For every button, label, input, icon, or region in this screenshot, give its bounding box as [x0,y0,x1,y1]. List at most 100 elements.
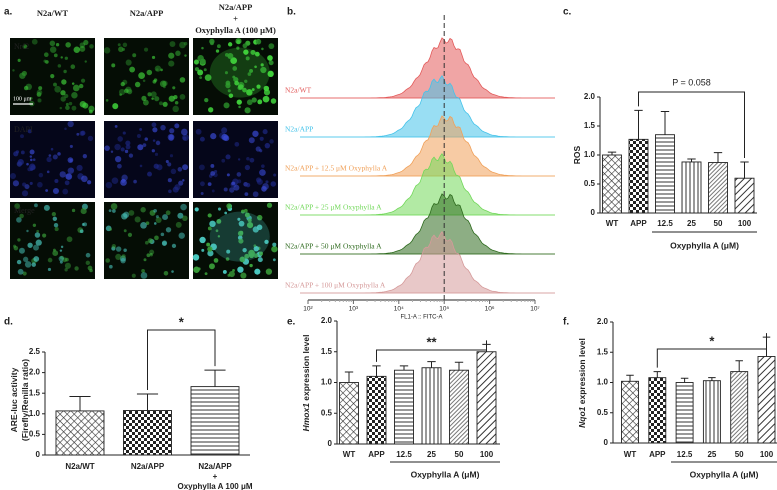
cell [139,127,143,131]
cell [71,208,76,213]
cell [162,214,169,221]
error-bar [740,161,749,179]
cell [147,238,153,244]
cell [85,252,91,258]
cell [257,257,263,263]
y-tick-label: 1.5 [321,347,333,356]
cell [272,242,277,247]
cell [54,178,59,184]
cell [119,255,127,262]
cell [121,178,126,183]
cell [111,244,117,249]
cell [111,63,116,68]
cell [200,192,204,196]
cell [46,156,52,163]
cell [29,97,33,100]
cell [76,164,83,172]
cell [22,182,27,187]
cell [252,191,259,198]
cell [71,105,77,111]
cell [261,186,267,192]
cell [78,83,84,89]
glow [209,47,270,98]
bar [648,377,667,444]
cell [14,180,19,185]
cell [16,259,22,265]
cell [68,101,73,106]
cell [249,263,253,268]
error-bar [687,158,696,162]
significance-label: P = 0.058 [672,77,711,87]
panel-label: b. [287,7,296,18]
error-bar [344,371,354,383]
cell [60,245,64,249]
cell [255,146,261,152]
bar [730,371,749,444]
cell [66,236,73,243]
x-tick-label: 12.5 [657,219,673,228]
panel-label: e. [287,317,296,328]
cell [224,71,228,75]
cell [57,152,61,156]
cell [174,123,180,129]
x-tick-label: 10⁴ [394,306,404,313]
cell [47,257,53,263]
cell [30,158,33,162]
cell [177,212,184,219]
significance-bracket [376,340,487,362]
cell [105,99,109,102]
cell [108,209,112,213]
cell [20,134,24,139]
cell [60,96,66,102]
cell [194,67,200,72]
cell [55,43,60,47]
cell [247,72,252,76]
cell [144,240,149,245]
cell [262,95,270,103]
cell [83,39,89,46]
cell [146,69,153,76]
cell [85,260,91,266]
cell [234,80,239,86]
cell [117,43,121,47]
cell [58,256,64,262]
x-tick-label: 25 [707,450,716,459]
cell [137,144,144,151]
cell [124,88,129,94]
cell [207,250,214,257]
cell [194,207,199,212]
cell [15,150,20,154]
cell [231,181,236,186]
y-axis-label: Nqo1 expression level [577,338,587,428]
column-header: Oxyphylla A (100 μM) [195,25,276,35]
error-bar [454,361,464,371]
x-tick-label: + [213,472,218,481]
x-tick-label: 25 [427,450,436,459]
glow [209,211,270,262]
error-bar [607,151,617,155]
cell [175,50,181,57]
cell [26,229,29,233]
cell [81,223,85,226]
cell [50,74,55,79]
cell [149,249,155,255]
cell [221,158,226,163]
cell [247,218,252,223]
cell [88,109,93,114]
cell [162,101,168,107]
group-label: Oxyphylla A (μM) [690,469,759,479]
y-label-part: Hmox1 [301,403,311,432]
bar [366,375,387,445]
cell [168,60,175,67]
cell [245,182,251,188]
cell [29,181,33,185]
cell [124,149,129,154]
error-bar [204,369,226,387]
cell [177,167,183,172]
cell [142,79,146,82]
cell [154,152,159,156]
cell [110,150,114,153]
cell [127,232,133,238]
cell [215,49,220,53]
y-tick-label: 0.5 [597,408,609,417]
